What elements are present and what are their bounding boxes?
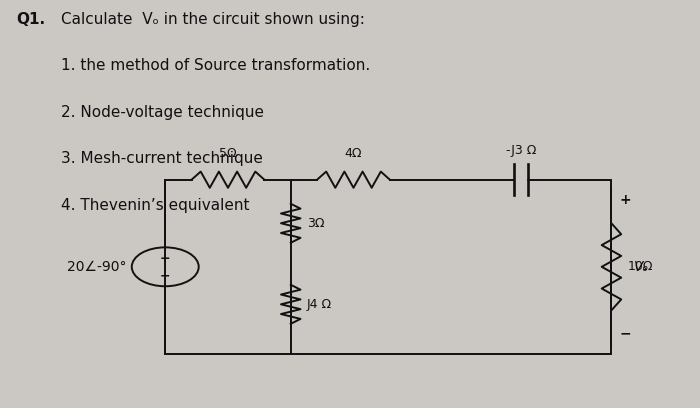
Text: Vₒ: Vₒ: [634, 260, 649, 274]
Text: −: −: [620, 327, 631, 341]
Text: 10Ω: 10Ω: [627, 260, 653, 273]
Text: 4. Thevenin’s equivalent: 4. Thevenin’s equivalent: [61, 198, 249, 213]
Text: 3. Mesh-current technique: 3. Mesh-current technique: [61, 151, 262, 166]
Text: +: +: [160, 252, 171, 264]
Text: 2. Node-voltage technique: 2. Node-voltage technique: [61, 105, 264, 120]
Text: Calculate  Vₒ in the circuit shown using:: Calculate Vₒ in the circuit shown using:: [61, 11, 365, 27]
Text: 4Ω: 4Ω: [344, 147, 362, 160]
Text: 20∠-90°: 20∠-90°: [66, 260, 126, 274]
Text: 3Ω: 3Ω: [307, 217, 324, 230]
Text: 5Ω: 5Ω: [219, 147, 237, 160]
Text: 1. the method of Source transformation.: 1. the method of Source transformation.: [61, 58, 370, 73]
Text: +: +: [620, 193, 631, 207]
Text: -J3 Ω: -J3 Ω: [505, 144, 536, 157]
Text: −: −: [160, 269, 171, 282]
Text: J4 Ω: J4 Ω: [307, 298, 332, 311]
Text: Q1.: Q1.: [17, 11, 46, 27]
